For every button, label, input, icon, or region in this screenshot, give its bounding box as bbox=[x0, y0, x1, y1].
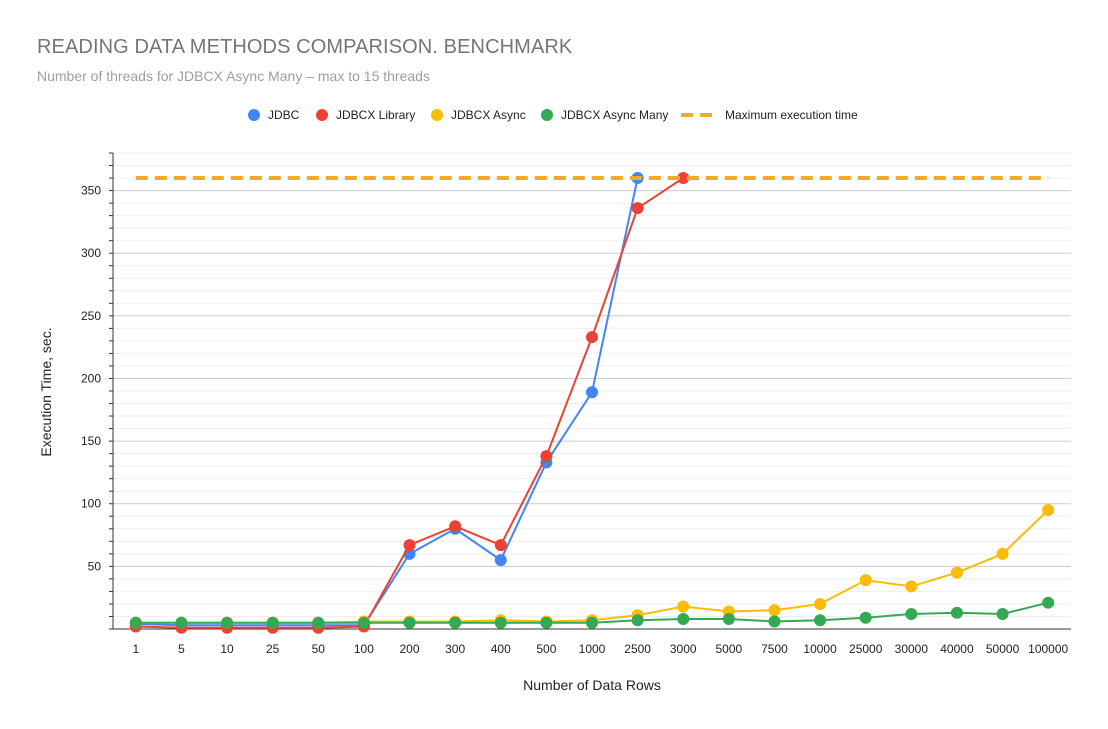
data-point bbox=[814, 597, 827, 610]
data-point bbox=[905, 607, 918, 620]
legend-label: Maximum execution time bbox=[725, 108, 858, 122]
data-point bbox=[586, 331, 598, 344]
data-point bbox=[677, 600, 690, 613]
data-point bbox=[905, 580, 918, 593]
y-tick-label: 50 bbox=[88, 559, 102, 573]
legend-dot-swatch bbox=[541, 109, 553, 121]
data-point bbox=[357, 616, 370, 629]
data-point bbox=[677, 172, 690, 185]
data-point bbox=[129, 616, 142, 629]
y-tick-label: 300 bbox=[81, 246, 101, 260]
x-tick-label: 400 bbox=[491, 642, 511, 656]
x-tick-label: 25000 bbox=[849, 642, 883, 656]
x-tick-label: 10 bbox=[220, 642, 234, 656]
series-layer bbox=[129, 172, 1055, 634]
data-point bbox=[631, 202, 644, 215]
x-tick-label: 200 bbox=[400, 642, 420, 656]
data-point bbox=[631, 614, 644, 627]
y-tick-label: 150 bbox=[81, 434, 101, 448]
data-point bbox=[677, 612, 690, 625]
data-point bbox=[266, 616, 279, 629]
chart-title: READING DATA METHODS COMPARISON. BENCHMA… bbox=[37, 36, 573, 58]
data-point bbox=[312, 616, 325, 629]
y-tick-label: 200 bbox=[81, 371, 101, 385]
x-tick-label: 5 bbox=[178, 642, 185, 656]
data-point bbox=[768, 604, 781, 617]
data-point bbox=[814, 614, 827, 627]
y-tick-label: 250 bbox=[81, 309, 101, 323]
x-tick-label: 30000 bbox=[895, 642, 929, 656]
y-axis-title: Execution Time, sec. bbox=[38, 327, 54, 456]
legend-label: JDBCX Library bbox=[336, 108, 415, 122]
data-point bbox=[403, 616, 416, 629]
x-tick-labels: 1 5 10 25 50 100 200 300 400 500 1000 2500 3000 5000 7… bbox=[132, 642, 1068, 656]
x-axis-title: Number of Data Rows bbox=[523, 677, 661, 693]
legend-label: JDBC bbox=[268, 108, 300, 122]
x-tick-label: 10000 bbox=[803, 642, 837, 656]
chart-subtitle: Number of threads for JDBCX Async Many –… bbox=[37, 68, 430, 84]
x-tick-label: 500 bbox=[536, 642, 556, 656]
x-tick-label: 5000 bbox=[716, 642, 743, 656]
y-tick-labels: 50 100 150 200 250 300 350 bbox=[81, 184, 101, 574]
legend-label: JDBCX Async Many bbox=[561, 108, 668, 122]
x-tick-label: 3000 bbox=[670, 642, 697, 656]
data-point bbox=[859, 611, 872, 624]
legend-label: JDBCX Async bbox=[451, 108, 526, 122]
x-tick-label: 100000 bbox=[1028, 642, 1068, 656]
data-point bbox=[221, 616, 234, 629]
x-tick-label: 50 bbox=[312, 642, 326, 656]
data-point bbox=[175, 616, 188, 629]
data-point bbox=[540, 450, 553, 463]
data-point bbox=[586, 616, 598, 629]
x-tick-label: 100 bbox=[354, 642, 374, 656]
data-point bbox=[1042, 596, 1055, 609]
data-point bbox=[494, 539, 507, 552]
series-line-1 bbox=[135, 177, 684, 629]
x-tick-label: 7500 bbox=[761, 642, 788, 656]
legend-dot-swatch bbox=[248, 109, 260, 121]
gridlines bbox=[113, 152, 1071, 617]
data-point bbox=[586, 386, 598, 399]
data-point bbox=[494, 616, 507, 629]
data-point bbox=[722, 612, 735, 625]
y-tick-label: 350 bbox=[81, 184, 101, 198]
x-tick-label: 2500 bbox=[624, 642, 651, 656]
legend-dot-swatch bbox=[316, 109, 328, 121]
legend-dot-swatch bbox=[431, 109, 443, 121]
data-point bbox=[449, 616, 462, 629]
x-tick-label: 50000 bbox=[986, 642, 1020, 656]
legend: JDBC JDBCX Library JDBCX Async JDBCX Async … bbox=[248, 108, 858, 122]
data-point bbox=[449, 520, 462, 533]
x-tick-label: 1000 bbox=[579, 642, 606, 656]
data-point bbox=[1042, 504, 1055, 516]
data-point bbox=[768, 615, 781, 628]
x-tick-label: 40000 bbox=[940, 642, 974, 656]
data-point bbox=[950, 606, 963, 619]
x-tick-label: 300 bbox=[445, 642, 465, 656]
data-point bbox=[540, 616, 553, 629]
data-point bbox=[996, 547, 1009, 560]
data-point bbox=[950, 566, 963, 579]
data-point bbox=[996, 607, 1009, 620]
x-tick-label: 1 bbox=[132, 642, 139, 656]
data-point bbox=[494, 554, 507, 567]
x-tick-label: 25 bbox=[266, 642, 280, 656]
data-point bbox=[403, 539, 416, 552]
data-point bbox=[859, 574, 872, 587]
series-line-0 bbox=[135, 177, 639, 627]
y-tick-label: 100 bbox=[81, 497, 101, 511]
